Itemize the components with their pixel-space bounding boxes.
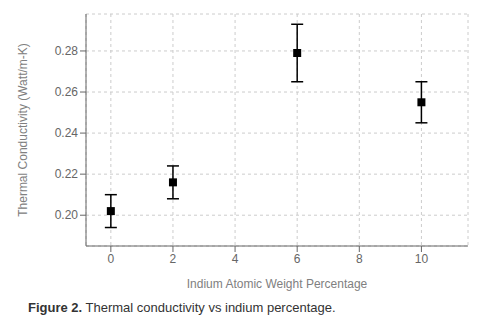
- html-text:Figure 2. Thermal conductivity: Figure 2. Thermal conductivity vs indium…: [28, 300, 336, 315]
- svg-text:4: 4: [232, 252, 239, 266]
- svg-text:2: 2: [170, 252, 177, 266]
- svg-text:10: 10: [415, 252, 429, 266]
- svg-text:Indium Atomic Weight Percentag: Indium Atomic Weight Percentage: [187, 277, 368, 291]
- svg-text:0: 0: [108, 252, 115, 266]
- svg-text:6: 6: [294, 252, 301, 266]
- svg-text:0.20: 0.20: [55, 208, 79, 222]
- svg-text:0.28: 0.28: [55, 44, 79, 58]
- svg-text:0.26: 0.26: [55, 85, 79, 99]
- svg-text:0.22: 0.22: [55, 167, 79, 181]
- svg-text:Thermal Conductivity (Watt/m-K: Thermal Conductivity (Watt/m-K): [16, 43, 30, 217]
- svg-text:0.24: 0.24: [55, 126, 79, 140]
- svg-text:8: 8: [356, 252, 363, 266]
